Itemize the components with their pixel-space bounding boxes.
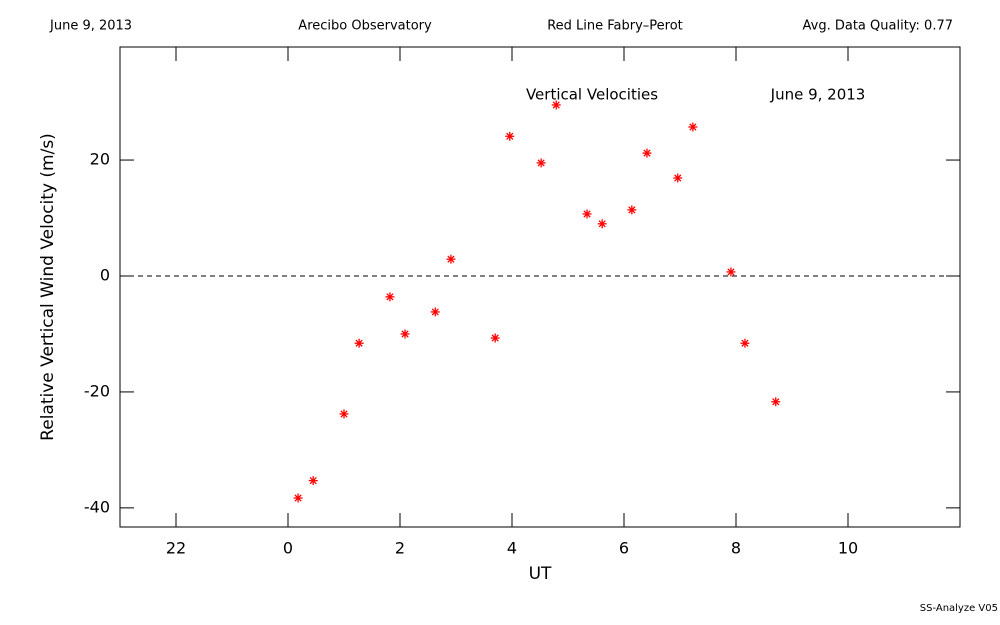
x-tick-label: 10 [838, 539, 858, 558]
point [673, 173, 683, 183]
point [627, 205, 637, 215]
point [740, 338, 750, 348]
y-axis-label: Relative Vertical Wind Velocity (m/s) [38, 133, 58, 441]
point [536, 158, 546, 168]
y-tick-label: -20 [84, 381, 110, 400]
point [642, 148, 652, 158]
point [582, 209, 592, 219]
x-tick-label: 0 [283, 539, 293, 558]
point [726, 267, 736, 277]
point [688, 122, 698, 132]
y-tick-label: 0 [100, 265, 110, 284]
footer: SS-Analyze V05 [920, 603, 998, 614]
point [771, 397, 781, 407]
header-site: Arecibo Observatory [298, 19, 432, 34]
y-tick-label: -40 [84, 497, 110, 516]
point [505, 131, 515, 141]
header-instrument: Red Line Fabry–Perot [547, 19, 683, 34]
point [446, 254, 456, 264]
point [597, 219, 607, 229]
x-tick-label: 8 [731, 539, 741, 558]
point [354, 338, 364, 348]
plot-frame [119, 46, 961, 528]
point [308, 476, 318, 486]
x-axis-label: UT [529, 564, 552, 584]
annotation-title: Vertical Velocities [526, 86, 658, 104]
annotation-date: June 9, 2013 [770, 86, 866, 104]
point [430, 307, 440, 317]
point [551, 100, 561, 110]
point [400, 329, 410, 339]
x-tick-label: 22 [166, 539, 186, 558]
y-tick-label: 20 [90, 150, 110, 169]
x-tick-label: 6 [619, 539, 629, 558]
point [339, 409, 349, 419]
header-quality: Avg. Data Quality: 0.77 [803, 19, 953, 34]
header-date: June 9, 2013 [49, 19, 132, 34]
x-tick-label: 4 [507, 539, 517, 558]
point [385, 292, 395, 302]
x-tick-label: 2 [395, 539, 405, 558]
point [293, 493, 303, 503]
point [490, 333, 500, 343]
